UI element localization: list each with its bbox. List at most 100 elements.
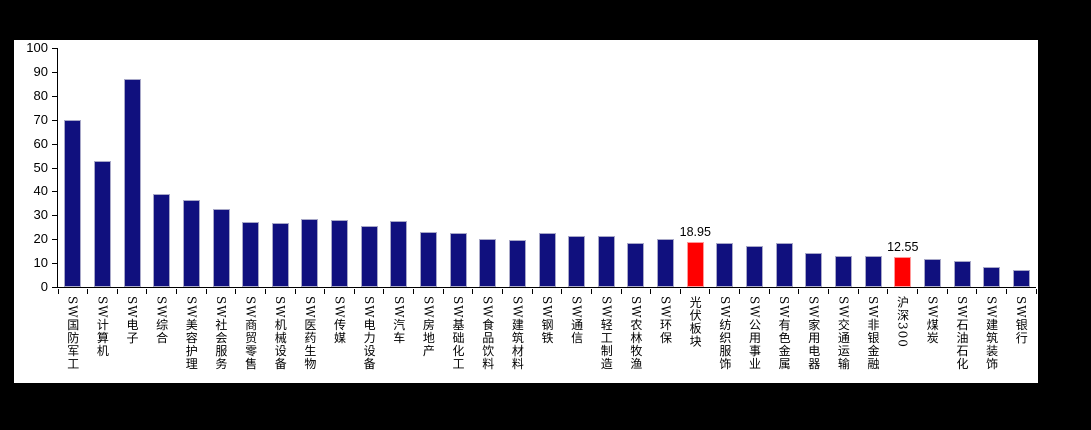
bar-slot bbox=[117, 48, 147, 287]
x-category-label: SW轻工制造 bbox=[599, 296, 614, 371]
x-axis-tick bbox=[946, 288, 948, 294]
x-category-label: SW非银金融 bbox=[866, 296, 881, 371]
bar-slot bbox=[829, 48, 859, 287]
x-label-slot: SW钢铁 bbox=[531, 296, 561, 382]
bar-slot bbox=[799, 48, 829, 287]
bar-slot bbox=[325, 48, 355, 287]
bar-slot bbox=[265, 48, 295, 287]
y-axis-tick bbox=[52, 143, 57, 145]
bar-slot bbox=[414, 48, 444, 287]
x-label-slot: SW纺织服饰 bbox=[709, 296, 739, 382]
bar bbox=[449, 233, 467, 287]
y-tick-label: 0 bbox=[40, 279, 48, 294]
x-axis-tick bbox=[264, 288, 266, 294]
x-category-label: SW煤炭 bbox=[925, 296, 940, 345]
x-category-label: 沪深300 bbox=[895, 296, 910, 348]
x-axis-tick bbox=[650, 288, 652, 294]
x-label-slot: SW通信 bbox=[561, 296, 591, 382]
y-axis-tick bbox=[52, 263, 57, 265]
y-axis-tick bbox=[52, 287, 57, 288]
x-axis-tick bbox=[353, 288, 355, 294]
x-label-slot: SW电子 bbox=[116, 296, 146, 382]
x-category-label: SW食品饮料 bbox=[480, 296, 495, 371]
x-label-slot: SW建筑材料 bbox=[502, 296, 532, 382]
x-category-label: SW钢铁 bbox=[539, 296, 554, 345]
bar-slot bbox=[858, 48, 888, 287]
bar bbox=[834, 255, 852, 287]
x-label-slot: SW非银金融 bbox=[857, 296, 887, 382]
x-label-slot: SW综合 bbox=[146, 296, 176, 382]
x-category-label: SW社会服务 bbox=[213, 296, 228, 371]
x-category-label: SW基础化工 bbox=[451, 296, 466, 371]
x-label-slot: SW环保 bbox=[650, 296, 680, 382]
bar-slot bbox=[354, 48, 384, 287]
plot-area: 18.95 12.55 bbox=[57, 48, 1037, 294]
x-category-label: SW石油石化 bbox=[954, 296, 969, 371]
y-axis-tick bbox=[52, 48, 57, 49]
x-axis-tick bbox=[176, 288, 178, 294]
x-label-slot: 光伏板块 bbox=[679, 296, 709, 382]
x-axis-tick bbox=[383, 288, 385, 294]
bar-slot bbox=[177, 48, 207, 287]
bar bbox=[627, 243, 645, 287]
x-category-label: SW公用事业 bbox=[747, 296, 762, 371]
bar bbox=[597, 235, 615, 287]
x-axis-tick bbox=[205, 288, 207, 294]
x-axis-tick bbox=[57, 288, 59, 294]
x-axis-tick bbox=[590, 288, 592, 294]
bar-slot bbox=[592, 48, 622, 287]
x-label-slot: SW建筑装饰 bbox=[976, 296, 1006, 382]
x-label-slot: SW汽车 bbox=[383, 296, 413, 382]
bar-slot bbox=[503, 48, 533, 287]
x-category-label: SW汽车 bbox=[391, 296, 406, 345]
bar bbox=[508, 240, 526, 287]
x-category-label: SW建筑材料 bbox=[510, 296, 525, 371]
x-category-label: SW环保 bbox=[658, 296, 673, 345]
x-category-label: SW通信 bbox=[569, 296, 584, 345]
bar bbox=[123, 78, 141, 287]
x-label-slot: SW美容护理 bbox=[176, 296, 206, 382]
x-label-slot: 沪深300 bbox=[887, 296, 917, 382]
x-axis-tick bbox=[472, 288, 474, 294]
bar-slot bbox=[236, 48, 266, 287]
bar-slot bbox=[740, 48, 770, 287]
y-tick-label: 60 bbox=[33, 135, 48, 151]
x-label-slot: SW机械设备 bbox=[264, 296, 294, 382]
x-axis-tick bbox=[531, 288, 533, 294]
y-axis-tick bbox=[52, 215, 57, 217]
y-axis-tick bbox=[52, 239, 57, 241]
bar bbox=[983, 267, 1001, 287]
x-label-slot: SW房地产 bbox=[413, 296, 443, 382]
x-axis-tick bbox=[768, 288, 770, 294]
bar bbox=[1012, 269, 1030, 287]
x-label-slot: SW电力设备 bbox=[353, 296, 383, 382]
bar-slot bbox=[769, 48, 799, 287]
x-axis-tick bbox=[976, 288, 978, 294]
x-axis-tick bbox=[828, 288, 830, 294]
x-label-slot: SW交通运输 bbox=[828, 296, 858, 382]
bar bbox=[301, 219, 319, 287]
x-axis-tick bbox=[413, 288, 415, 294]
x-category-label: SW机械设备 bbox=[273, 296, 288, 371]
x-axis-tick bbox=[561, 288, 563, 294]
bar bbox=[538, 233, 556, 287]
x-label-slot: SW商贸零售 bbox=[235, 296, 265, 382]
x-axis-tick bbox=[442, 288, 444, 294]
x-axis-tick bbox=[294, 288, 296, 294]
x-axis-tick bbox=[739, 288, 741, 294]
y-tick-label: 10 bbox=[33, 255, 48, 271]
bar-slot bbox=[88, 48, 118, 287]
x-category-label: SW房地产 bbox=[421, 296, 436, 358]
bar-slot bbox=[1007, 48, 1037, 287]
x-axis-tick bbox=[798, 288, 800, 294]
bar-slot bbox=[651, 48, 681, 287]
x-label-slot: SW轻工制造 bbox=[591, 296, 621, 382]
bar-slot bbox=[384, 48, 414, 287]
x-label-slot: SW基础化工 bbox=[442, 296, 472, 382]
x-label-slot: SW石油石化 bbox=[946, 296, 976, 382]
x-label-slot: SW传媒 bbox=[324, 296, 354, 382]
x-label-slot: SW家用电器 bbox=[798, 296, 828, 382]
bar bbox=[153, 194, 171, 287]
y-tick-label: 50 bbox=[33, 159, 48, 175]
